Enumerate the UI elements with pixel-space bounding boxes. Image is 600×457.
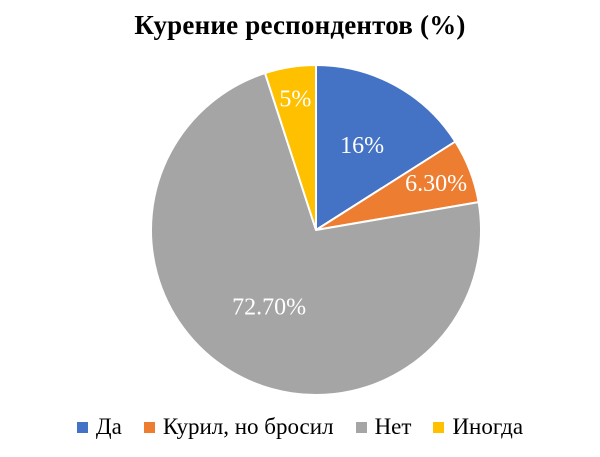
legend-label-3: Иногда — [452, 414, 524, 439]
legend-item-1: Курил, но бросил — [143, 414, 334, 440]
slice-data-label-1: 6.30% — [405, 171, 467, 197]
legend-swatch-3 — [433, 421, 445, 433]
legend-label-1: Курил, но бросил — [162, 414, 334, 439]
legend-label-2: Нет — [374, 414, 412, 439]
pie-slice-3 — [264, 64, 317, 231]
legend-label-0: Да — [95, 414, 122, 439]
legend: Да Курил, но бросил Нет Иногда — [0, 414, 600, 440]
legend-swatch-0 — [76, 421, 88, 433]
pie-slice-2 — [150, 72, 482, 396]
slice-data-label-3: 5% — [279, 87, 311, 113]
chart-title: Курение респондентов (%) — [134, 10, 466, 40]
legend-item-0: Да — [76, 414, 122, 440]
slice-data-label-0: 16% — [340, 133, 384, 159]
pie-slice-0 — [315, 64, 457, 231]
legend-item-2: Нет — [355, 414, 412, 440]
legend-item-3: Иногда — [433, 414, 523, 440]
legend-swatch-1 — [143, 421, 155, 433]
legend-swatch-2 — [355, 421, 367, 433]
slice-data-label-2: 72.70% — [232, 295, 306, 321]
